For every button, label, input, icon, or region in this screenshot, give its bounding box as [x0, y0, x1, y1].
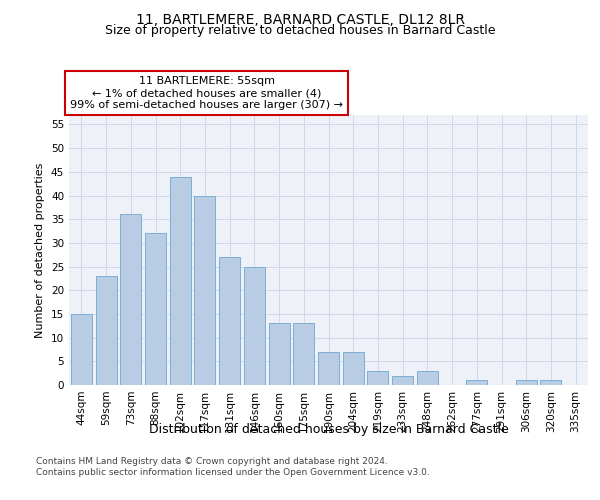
- Bar: [466, 380, 487, 385]
- Text: 11 BARTLEMERE: 55sqm
← 1% of detached houses are smaller (4)
99% of semi-detache: 11 BARTLEMERE: 55sqm ← 1% of detached ho…: [70, 76, 343, 110]
- Y-axis label: Number of detached properties: Number of detached properties: [35, 162, 46, 338]
- Text: Distribution of detached houses by size in Barnard Castle: Distribution of detached houses by size …: [149, 422, 509, 436]
- Bar: [541, 380, 562, 385]
- Bar: [293, 324, 314, 385]
- Bar: [269, 324, 290, 385]
- Bar: [417, 371, 438, 385]
- Bar: [318, 352, 339, 385]
- Bar: [170, 176, 191, 385]
- Bar: [343, 352, 364, 385]
- Text: Contains HM Land Registry data © Crown copyright and database right 2024.
Contai: Contains HM Land Registry data © Crown c…: [36, 458, 430, 477]
- Bar: [95, 276, 116, 385]
- Bar: [392, 376, 413, 385]
- Bar: [219, 257, 240, 385]
- Bar: [367, 371, 388, 385]
- Bar: [145, 234, 166, 385]
- Bar: [71, 314, 92, 385]
- Bar: [516, 380, 537, 385]
- Bar: [120, 214, 141, 385]
- Text: 11, BARTLEMERE, BARNARD CASTLE, DL12 8LR: 11, BARTLEMERE, BARNARD CASTLE, DL12 8LR: [136, 12, 464, 26]
- Bar: [194, 196, 215, 385]
- Bar: [244, 266, 265, 385]
- Text: Size of property relative to detached houses in Barnard Castle: Size of property relative to detached ho…: [105, 24, 495, 37]
